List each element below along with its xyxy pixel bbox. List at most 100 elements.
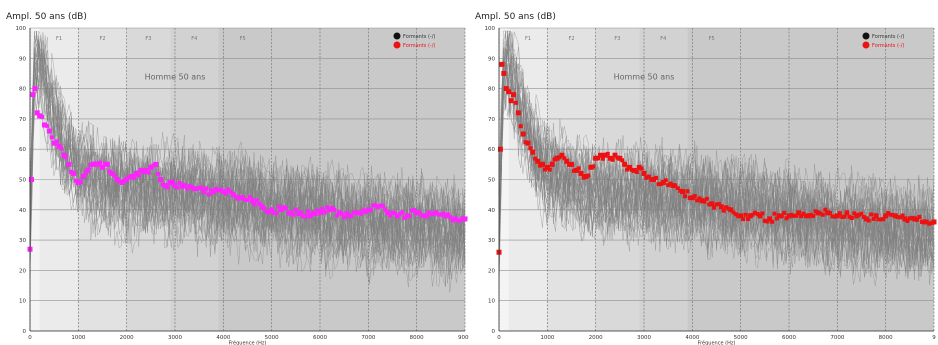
- data-point: [774, 216, 779, 221]
- data-point: [578, 170, 584, 176]
- data-point: [191, 186, 197, 192]
- data-point: [641, 170, 647, 176]
- data-point: [284, 206, 289, 211]
- data-point: [450, 218, 455, 223]
- y-tick-label: 100: [16, 26, 27, 32]
- data-point: [552, 157, 557, 162]
- data-point: [327, 207, 333, 213]
- x-tick-label: 8000: [410, 335, 424, 341]
- data-point: [136, 173, 141, 178]
- y-tick-label: 80: [19, 87, 26, 93]
- data-point: [114, 177, 120, 182]
- data-point: [146, 170, 151, 175]
- y-tick-label: 60: [488, 147, 495, 153]
- data-point: [707, 202, 712, 207]
- data-point: [929, 221, 934, 226]
- data-point: [857, 212, 862, 217]
- data-point: [890, 213, 895, 218]
- data-point: [712, 205, 717, 210]
- data-point: [243, 197, 248, 202]
- data-point: [336, 210, 342, 216]
- x-tick-label: 3000: [637, 335, 651, 341]
- data-point: [784, 216, 789, 221]
- data-point: [523, 140, 528, 145]
- data-point: [269, 207, 275, 213]
- data-point: [803, 214, 808, 219]
- data-point: [109, 170, 115, 176]
- formant-band-label: F5: [240, 36, 246, 42]
- data-point: [596, 156, 601, 161]
- data-point: [252, 202, 257, 207]
- x-tick-label: 7000: [361, 335, 375, 341]
- data-point: [216, 188, 221, 193]
- y-tick-label: 100: [485, 26, 496, 32]
- legend-label: Formants (-/): [872, 34, 904, 40]
- data-point: [656, 182, 661, 187]
- data-point: [46, 128, 52, 134]
- legend-label: Formants (-/): [403, 43, 435, 49]
- data-point: [175, 185, 180, 190]
- y-tick-label: 0: [492, 329, 496, 335]
- y-tick-label: 10: [19, 299, 26, 305]
- data-point: [728, 207, 734, 213]
- data-point: [639, 166, 644, 171]
- data-point: [64, 155, 69, 160]
- data-point: [704, 196, 709, 201]
- data-point: [98, 160, 103, 165]
- data-point: [886, 211, 891, 216]
- data-point: [834, 213, 840, 219]
- data-point: [214, 186, 219, 191]
- data-point: [542, 167, 547, 172]
- data-point: [368, 208, 373, 213]
- data-point: [871, 216, 876, 221]
- x-tick-label: 2000: [120, 335, 134, 341]
- data-point: [683, 194, 688, 199]
- data-point: [276, 204, 281, 209]
- data-point: [915, 217, 920, 222]
- data-point: [170, 179, 175, 184]
- data-point: [525, 140, 531, 146]
- x-tick-label: 9000: [458, 335, 469, 341]
- data-point: [631, 167, 637, 173]
- data-point: [663, 178, 668, 183]
- data-point: [412, 208, 417, 213]
- data-point: [540, 161, 545, 167]
- data-point: [417, 210, 422, 215]
- data-point: [226, 187, 231, 192]
- data-point: [828, 211, 833, 216]
- data-point: [530, 149, 536, 155]
- legend-marker: [862, 32, 870, 40]
- x-tick-label: 1000: [71, 335, 85, 341]
- data-point: [847, 214, 852, 219]
- legend-marker: [862, 41, 870, 49]
- y-tick-label: 40: [488, 208, 495, 214]
- data-point: [772, 211, 777, 216]
- data-point: [462, 216, 468, 222]
- data-point: [69, 169, 74, 174]
- data-point: [160, 182, 165, 187]
- data-point: [354, 210, 359, 215]
- data-point: [40, 114, 45, 119]
- legend-marker: [393, 41, 401, 49]
- y-tick-label: 30: [488, 238, 495, 244]
- data-point: [211, 189, 217, 195]
- data-point: [80, 173, 86, 179]
- background-trace: [498, 41, 935, 266]
- data-point: [446, 212, 451, 217]
- data-point: [409, 208, 414, 213]
- data-point: [627, 164, 632, 170]
- data-point: [776, 213, 782, 219]
- data-point: [634, 170, 639, 175]
- data-point: [736, 214, 741, 219]
- data-point: [37, 113, 43, 119]
- data-point: [218, 187, 223, 192]
- data-point: [573, 167, 579, 173]
- data-point: [808, 212, 813, 217]
- data-point: [660, 180, 666, 186]
- data-point: [549, 161, 555, 167]
- data-point: [371, 203, 376, 208]
- data-point: [278, 207, 284, 213]
- data-point: [919, 219, 924, 224]
- x-tick-label: 6000: [313, 335, 327, 341]
